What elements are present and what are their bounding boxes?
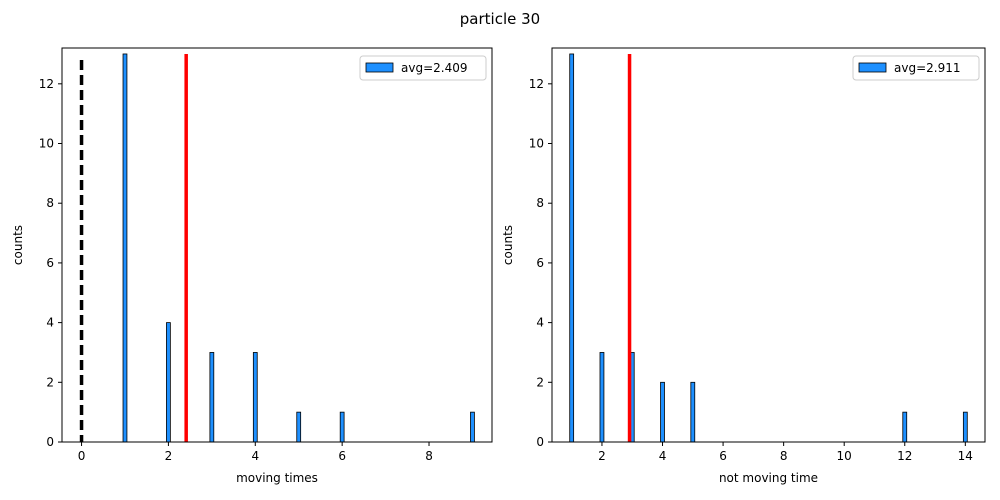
right-y-tick-label: 2 <box>536 375 544 389</box>
left-y-tick-label: 10 <box>39 137 54 151</box>
right-x-tick-label: 2 <box>598 449 606 463</box>
right-x-tick-label: 4 <box>659 449 667 463</box>
right-legend-swatch <box>858 62 887 73</box>
right-histogram-bar <box>962 411 968 443</box>
left-y-tick-label: 6 <box>46 256 54 270</box>
left-histogram-bar <box>122 53 128 443</box>
right-y-tick-label: 10 <box>529 137 544 151</box>
left-y-tick-label: 12 <box>39 77 54 91</box>
left-histogram-bar <box>470 411 475 443</box>
right-legend-label: avg=2.911 <box>894 61 960 75</box>
left-y-axis-label: counts <box>11 225 25 265</box>
left-legend-box <box>359 55 487 81</box>
figure-title: particle 30 <box>460 10 540 28</box>
left-x-tick-label: 4 <box>251 449 259 463</box>
right-histogram-bar <box>902 411 908 443</box>
right-histogram-bar <box>569 53 575 443</box>
right-y-tick-label: 6 <box>536 256 544 270</box>
left-axes-frame <box>61 47 493 443</box>
right-histogram-bar <box>599 352 605 443</box>
right-histogram-panel: not moving time counts avg=2.911 2 4 6 8 10 1… <box>501 47 986 485</box>
right-axes-frame <box>551 47 986 443</box>
left-histogram-bar <box>252 352 258 443</box>
right-y-tick-label: 4 <box>536 316 544 330</box>
left-histogram-bar <box>209 352 215 443</box>
left-x-tick-label: 8 <box>425 449 433 463</box>
left-y-tick-label: 2 <box>46 375 54 389</box>
right-y-tick-label: 8 <box>536 196 544 210</box>
left-legend-swatch <box>365 62 394 73</box>
left-x-tick-label: 6 <box>338 449 346 463</box>
left-x-tick-label: 2 <box>165 449 173 463</box>
left-y-tick-label: 0 <box>46 435 54 449</box>
right-y-tick-label: 0 <box>536 435 544 449</box>
left-histogram-panel: moving times counts avg=2.409 0 2 4 6 8 0 2 4 6 8… <box>11 47 493 485</box>
right-x-tick-label: 14 <box>958 449 973 463</box>
left-y-tick-label: 8 <box>46 196 54 210</box>
right-x-tick-label: 10 <box>837 449 852 463</box>
right-y-tick-label: 12 <box>529 77 544 91</box>
left-y-tick-label: 4 <box>46 316 54 330</box>
left-x-tick-label: 0 <box>78 449 86 463</box>
left-histogram-bar <box>166 322 171 443</box>
left-legend-label: avg=2.409 <box>401 61 467 75</box>
right-x-axis-label: not moving time <box>719 471 818 485</box>
right-y-axis-label: counts <box>501 225 515 265</box>
right-legend-box <box>852 55 980 81</box>
right-histogram-bar <box>690 381 696 443</box>
right-x-tick-label: 8 <box>780 449 788 463</box>
left-histogram-bar <box>339 411 345 443</box>
right-histogram-bar <box>660 381 665 443</box>
left-histogram-bar <box>296 411 302 443</box>
right-x-tick-label: 6 <box>719 449 727 463</box>
right-x-tick-label: 12 <box>897 449 912 463</box>
left-x-axis-label: moving times <box>236 471 318 485</box>
